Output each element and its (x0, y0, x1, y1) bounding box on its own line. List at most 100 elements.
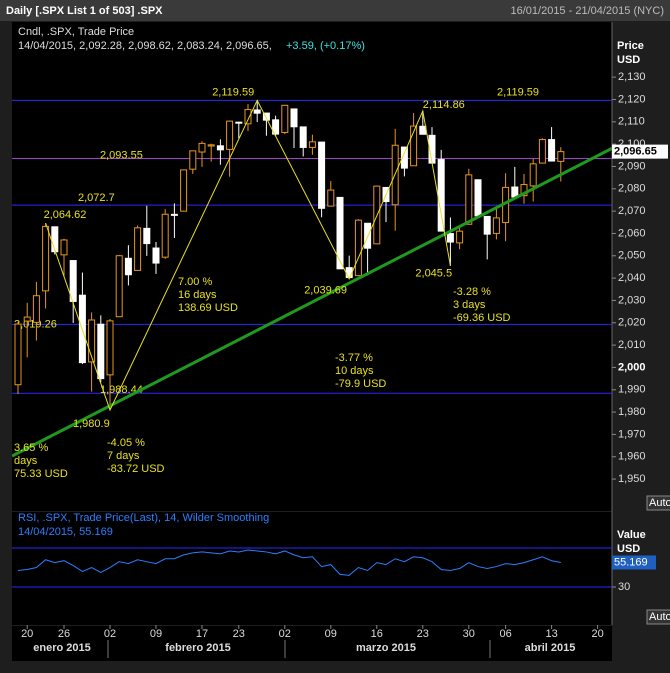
leg-stat: 7 days (107, 450, 140, 462)
leg-stat: -69.36 USD (453, 312, 511, 324)
x-tick-label: 16 (371, 628, 383, 640)
y-tick-label: 2,010 (618, 339, 646, 351)
candle-body (198, 142, 206, 153)
legend-change: +3.59, (+0.17%) (286, 40, 365, 52)
candle-body (60, 239, 68, 256)
plot: 2,119.592,093.552,072.72,019.261,988.442… (12, 86, 612, 480)
candle-body (529, 163, 537, 187)
zigzag-label: 2,114.86 (423, 99, 465, 111)
x-tick-label: 02 (279, 628, 291, 640)
candle-body (244, 109, 252, 125)
candle-body (437, 159, 445, 232)
candle-body (69, 260, 77, 302)
candle-body (465, 174, 473, 225)
candle-body (400, 146, 408, 169)
x-tick-label: 17 (196, 628, 208, 640)
y-tick-label: 2,080 (618, 183, 646, 195)
leg-stat: 3 days (453, 299, 486, 311)
candle-body (88, 319, 96, 363)
candle-body (23, 316, 31, 322)
candle-body (456, 230, 464, 244)
y-tick-label: 1,980 (618, 406, 646, 418)
auto-button-label[interactable]: Auto (649, 497, 670, 509)
y-tick-label: 2,030 (618, 294, 646, 306)
candle-body (345, 267, 353, 279)
x-tick-label: 02 (104, 628, 116, 640)
candle-body (32, 295, 40, 323)
candle-body (354, 219, 362, 277)
candle-body (161, 213, 169, 258)
candle-body (483, 215, 491, 235)
auto-button[interactable] (646, 609, 670, 625)
zigzag-label: 2,064.62 (44, 209, 87, 221)
y-tick-label: 1,950 (618, 473, 646, 485)
candle-body (14, 323, 22, 386)
candle-body (446, 233, 454, 243)
leg-stat: -3.28 % (453, 286, 491, 298)
x-tick-label: 09 (325, 628, 337, 640)
y-tick-label: 2,050 (618, 250, 646, 262)
candle-body (318, 141, 326, 209)
legend-name: Cndl, .SPX, Trade Price (18, 26, 134, 38)
y-tick-label: 2,090 (618, 160, 646, 172)
candle-body (410, 125, 418, 167)
x-tick-label: 13 (545, 628, 557, 640)
candle-body (51, 226, 59, 253)
candle-body (327, 189, 335, 207)
level-label: 2,119.59 (497, 86, 539, 98)
y-tick-label: 1,970 (618, 428, 646, 440)
y-tick-label: 2,130 (618, 71, 646, 83)
month-label: enero 2015 (33, 642, 90, 654)
y-tick-label: 2,060 (618, 227, 646, 239)
leg-stat: 7.00 % (178, 276, 212, 288)
candle-body (170, 213, 178, 216)
candle-body (492, 217, 500, 234)
zigzag-label: 2,039.69 (304, 285, 347, 297)
value-tag-label: 55.169 (614, 556, 648, 568)
rsi-panel (12, 512, 612, 625)
rsi-legend: RSI, .SPX, Trade Price(Last), 14, Wilder… (18, 512, 269, 524)
leg-stat: 10 days (335, 365, 374, 377)
candle-body (106, 320, 114, 376)
candle-body (253, 109, 261, 114)
y-tick-label: 2,040 (618, 272, 646, 284)
y-axis-title: Price (617, 40, 644, 52)
candle-body (262, 112, 270, 121)
candle-body (308, 141, 316, 148)
x-tick-label: 06 (499, 628, 511, 640)
candle-body (42, 225, 50, 292)
y-axis-unit: USD (617, 54, 640, 66)
candle-body (134, 227, 142, 271)
candle-body (152, 247, 160, 264)
legend-ohlc: 14/04/2015, 2,092.28, 2,098.62, 2,083.24… (18, 40, 272, 52)
leg-stat: -4.05 % (107, 437, 145, 449)
y-tick-label: 2,110 (618, 116, 645, 128)
y-tick-label: 30 (618, 581, 630, 593)
candle-body (115, 255, 123, 318)
x-tick-label: 09 (150, 628, 162, 640)
candle-body (124, 257, 132, 276)
candle-body (548, 139, 556, 162)
price-tag (612, 144, 668, 159)
zigzag-label: 1,980.9 (73, 418, 110, 430)
level-label: 2,072.7 (78, 192, 115, 204)
leg-stat: 3.65 % (14, 442, 48, 454)
auto-button-label[interactable]: Auto (649, 611, 670, 623)
y-tick-label: 1,990 (618, 384, 646, 396)
y-tick-label: 1,960 (618, 451, 646, 463)
month-label: abril 2015 (525, 642, 576, 654)
candle-body (143, 227, 151, 245)
candle-body (520, 184, 528, 197)
leg-stat: 75.33 USD (14, 468, 68, 480)
candle-body (474, 179, 482, 217)
window-title: Daily [.SPX List 1 of 503] .SPX (6, 5, 163, 17)
auto-button[interactable] (646, 495, 670, 511)
candle-body (336, 196, 344, 270)
zigzag-label: 2,045.5 (415, 268, 452, 280)
y-tick-label: 2,020 (618, 317, 646, 329)
candle-body (180, 169, 188, 212)
y-tick-label: 2,120 (618, 93, 646, 105)
value-tag (612, 555, 656, 570)
